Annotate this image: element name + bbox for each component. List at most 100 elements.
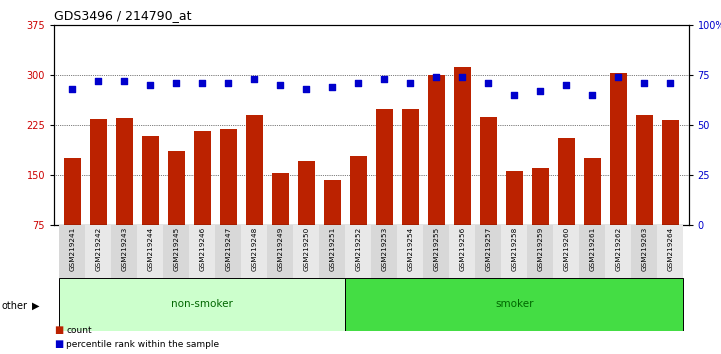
Bar: [475, 225, 501, 278]
Text: GSM219254: GSM219254: [407, 227, 413, 270]
Bar: [272, 173, 288, 225]
Text: GSM219243: GSM219243: [121, 227, 128, 270]
Text: GSM219257: GSM219257: [485, 227, 491, 270]
Point: [613, 74, 624, 80]
Point: [327, 84, 338, 90]
Bar: [85, 225, 111, 278]
Point: [456, 74, 468, 80]
Point: [353, 80, 364, 86]
Bar: [111, 225, 137, 278]
Bar: [606, 225, 632, 278]
Text: ▶: ▶: [32, 301, 39, 311]
Text: GSM219250: GSM219250: [304, 227, 309, 270]
Point: [301, 86, 312, 92]
Bar: [506, 171, 523, 225]
Bar: [116, 118, 133, 225]
Bar: [246, 115, 262, 225]
Bar: [423, 225, 449, 278]
Bar: [220, 130, 236, 225]
Bar: [267, 225, 293, 278]
Bar: [350, 156, 367, 225]
Text: GSM219260: GSM219260: [563, 227, 570, 270]
Text: GSM219251: GSM219251: [329, 227, 335, 270]
Bar: [428, 75, 445, 225]
Bar: [580, 225, 606, 278]
Bar: [376, 109, 393, 225]
Bar: [532, 168, 549, 225]
Point: [66, 86, 78, 92]
Text: GSM219242: GSM219242: [95, 227, 101, 270]
Text: count: count: [66, 326, 92, 335]
Bar: [194, 131, 211, 225]
Point: [144, 82, 156, 88]
Text: GSM219264: GSM219264: [668, 227, 673, 270]
Point: [275, 82, 286, 88]
Bar: [64, 158, 81, 225]
Point: [223, 80, 234, 86]
Text: GSM219249: GSM219249: [278, 227, 283, 270]
Point: [92, 78, 104, 84]
Bar: [658, 225, 684, 278]
Bar: [501, 225, 527, 278]
Point: [197, 80, 208, 86]
Bar: [163, 225, 190, 278]
Bar: [345, 278, 684, 331]
Text: GSM219248: GSM219248: [252, 227, 257, 270]
Bar: [449, 225, 475, 278]
Point: [379, 76, 390, 82]
Point: [665, 80, 676, 86]
Point: [249, 76, 260, 82]
Point: [404, 80, 416, 86]
Bar: [298, 161, 315, 225]
Point: [508, 92, 520, 98]
Bar: [168, 152, 185, 225]
Text: ■: ■: [54, 339, 63, 349]
Bar: [59, 225, 85, 278]
Point: [639, 80, 650, 86]
Bar: [319, 225, 345, 278]
Text: GSM219252: GSM219252: [355, 227, 361, 270]
Text: GSM219247: GSM219247: [225, 227, 231, 270]
Bar: [584, 158, 601, 225]
Bar: [662, 120, 678, 225]
Text: other: other: [1, 301, 27, 311]
Text: GDS3496 / 214790_at: GDS3496 / 214790_at: [54, 9, 192, 22]
Point: [534, 88, 546, 93]
Text: GSM219258: GSM219258: [511, 227, 518, 270]
Text: GSM219262: GSM219262: [615, 227, 622, 270]
Text: GSM219244: GSM219244: [147, 227, 154, 270]
Text: non-smoker: non-smoker: [172, 299, 233, 309]
Bar: [293, 225, 319, 278]
Text: GSM219241: GSM219241: [69, 227, 75, 270]
Bar: [216, 225, 242, 278]
Text: ■: ■: [54, 325, 63, 335]
Text: smoker: smoker: [495, 299, 534, 309]
Text: percentile rank within the sample: percentile rank within the sample: [66, 340, 219, 349]
Bar: [397, 225, 423, 278]
Bar: [59, 278, 345, 331]
Text: GSM219259: GSM219259: [537, 227, 544, 270]
Bar: [610, 73, 627, 225]
Text: GSM219255: GSM219255: [433, 227, 439, 270]
Text: GSM219256: GSM219256: [459, 227, 465, 270]
Bar: [558, 138, 575, 225]
Bar: [345, 225, 371, 278]
Text: GSM219246: GSM219246: [199, 227, 205, 270]
Point: [118, 78, 130, 84]
Bar: [402, 109, 419, 225]
Bar: [527, 225, 553, 278]
Bar: [90, 119, 107, 225]
Bar: [632, 225, 658, 278]
Point: [171, 80, 182, 86]
Text: GSM219261: GSM219261: [589, 227, 596, 270]
Point: [587, 92, 598, 98]
Text: GSM219253: GSM219253: [381, 227, 387, 270]
Bar: [636, 115, 653, 225]
Point: [482, 80, 494, 86]
Bar: [480, 117, 497, 225]
Text: GSM219263: GSM219263: [642, 227, 647, 270]
Point: [560, 82, 572, 88]
Bar: [137, 225, 163, 278]
Bar: [242, 225, 267, 278]
Bar: [371, 225, 397, 278]
